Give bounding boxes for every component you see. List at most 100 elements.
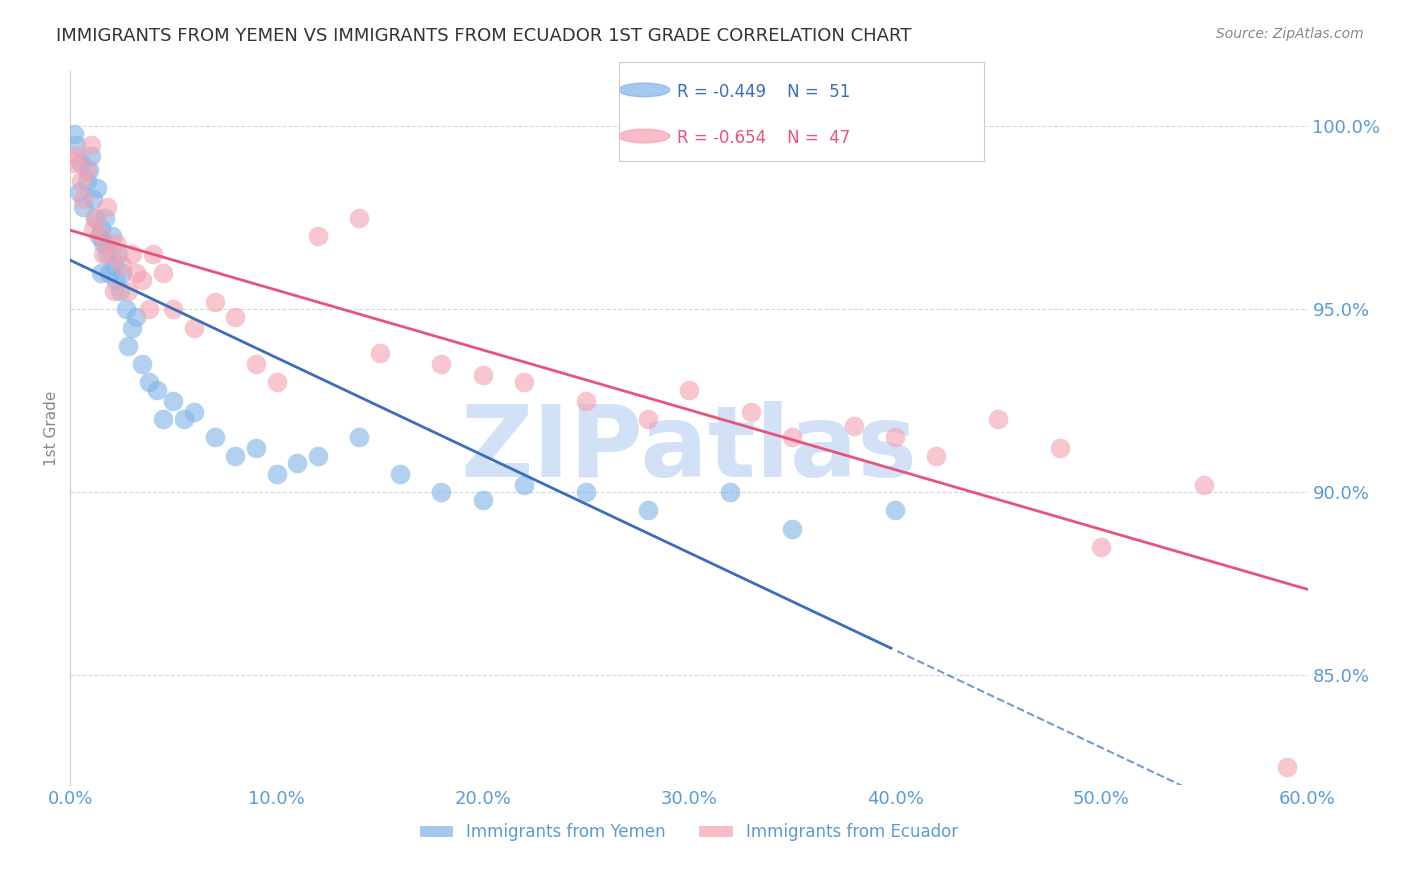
Point xyxy=(117,284,139,298)
Point xyxy=(121,320,143,334)
Point xyxy=(884,503,907,517)
Point xyxy=(82,221,104,235)
Point xyxy=(67,185,90,199)
Point xyxy=(90,229,112,244)
Point xyxy=(107,247,129,261)
Point xyxy=(780,430,803,444)
Text: R = -0.449    N =  51: R = -0.449 N = 51 xyxy=(678,83,851,101)
Point xyxy=(84,211,107,225)
Point xyxy=(204,430,226,444)
Point xyxy=(131,357,153,371)
Text: IMMIGRANTS FROM YEMEN VS IMMIGRANTS FROM ECUADOR 1ST GRADE CORRELATION CHART: IMMIGRANTS FROM YEMEN VS IMMIGRANTS FROM… xyxy=(56,27,911,45)
Point xyxy=(115,302,138,317)
Point xyxy=(1049,442,1071,456)
Point xyxy=(740,405,762,419)
Point xyxy=(86,181,108,195)
Text: Source: ZipAtlas.com: Source: ZipAtlas.com xyxy=(1216,27,1364,41)
Point xyxy=(77,163,100,178)
Point xyxy=(347,211,370,225)
Point xyxy=(307,229,329,244)
Point xyxy=(245,442,267,456)
Point xyxy=(204,294,226,309)
Point xyxy=(266,376,288,390)
Point xyxy=(884,430,907,444)
Circle shape xyxy=(619,129,669,143)
Point xyxy=(72,200,94,214)
Point xyxy=(103,258,125,272)
Point xyxy=(142,247,165,261)
Point xyxy=(117,339,139,353)
Point xyxy=(1194,478,1216,492)
Point xyxy=(162,393,184,408)
Point xyxy=(718,485,741,500)
Point xyxy=(138,302,160,317)
Point xyxy=(575,393,598,408)
Y-axis label: 1st Grade: 1st Grade xyxy=(44,391,59,466)
Point xyxy=(307,449,329,463)
Point xyxy=(1275,759,1298,773)
Point xyxy=(925,449,948,463)
Point xyxy=(98,266,121,280)
Point xyxy=(389,467,412,481)
Point xyxy=(65,148,87,162)
Point xyxy=(637,412,659,426)
Point xyxy=(100,247,122,261)
Point xyxy=(94,211,117,225)
Point xyxy=(103,284,125,298)
Point xyxy=(65,137,87,152)
Point xyxy=(100,229,122,244)
Point xyxy=(285,456,308,470)
Point xyxy=(89,229,111,244)
Point xyxy=(513,376,536,390)
Point xyxy=(183,405,205,419)
Point xyxy=(111,258,134,272)
Legend: Immigrants from Yemen, Immigrants from Ecuador: Immigrants from Yemen, Immigrants from E… xyxy=(413,817,965,848)
Point xyxy=(90,221,112,235)
Point xyxy=(430,485,453,500)
Point xyxy=(63,156,86,170)
Text: R = -0.654    N =  47: R = -0.654 N = 47 xyxy=(678,129,851,147)
Point xyxy=(430,357,453,371)
Point xyxy=(637,503,659,517)
Point xyxy=(76,163,98,178)
Text: ZIPatlas: ZIPatlas xyxy=(461,401,917,498)
Point xyxy=(96,247,118,261)
Point xyxy=(76,174,98,188)
Point xyxy=(471,492,494,507)
Point xyxy=(162,302,184,317)
Point xyxy=(513,478,536,492)
Point xyxy=(121,247,143,261)
Point xyxy=(108,284,131,298)
Point xyxy=(80,137,103,152)
Point xyxy=(91,236,114,251)
Point xyxy=(84,211,107,225)
Point xyxy=(173,412,195,426)
Point xyxy=(146,383,169,397)
Point xyxy=(125,310,148,324)
Point xyxy=(471,368,494,383)
Point xyxy=(224,310,246,324)
Point xyxy=(152,412,174,426)
Point xyxy=(69,156,91,170)
Point xyxy=(780,522,803,536)
Point xyxy=(152,266,174,280)
Point xyxy=(368,346,391,360)
Point xyxy=(347,430,370,444)
Point xyxy=(1090,540,1112,554)
Point xyxy=(138,376,160,390)
Point xyxy=(125,266,148,280)
Point xyxy=(104,273,127,287)
Point xyxy=(224,449,246,463)
Point xyxy=(245,357,267,371)
Point xyxy=(91,247,114,261)
Point xyxy=(82,193,104,207)
Point xyxy=(80,148,103,162)
Point xyxy=(72,193,94,207)
Point xyxy=(131,273,153,287)
Point xyxy=(575,485,598,500)
Point xyxy=(90,266,112,280)
Point xyxy=(111,266,134,280)
Point xyxy=(183,320,205,334)
Point xyxy=(104,236,127,251)
Point xyxy=(63,127,86,141)
